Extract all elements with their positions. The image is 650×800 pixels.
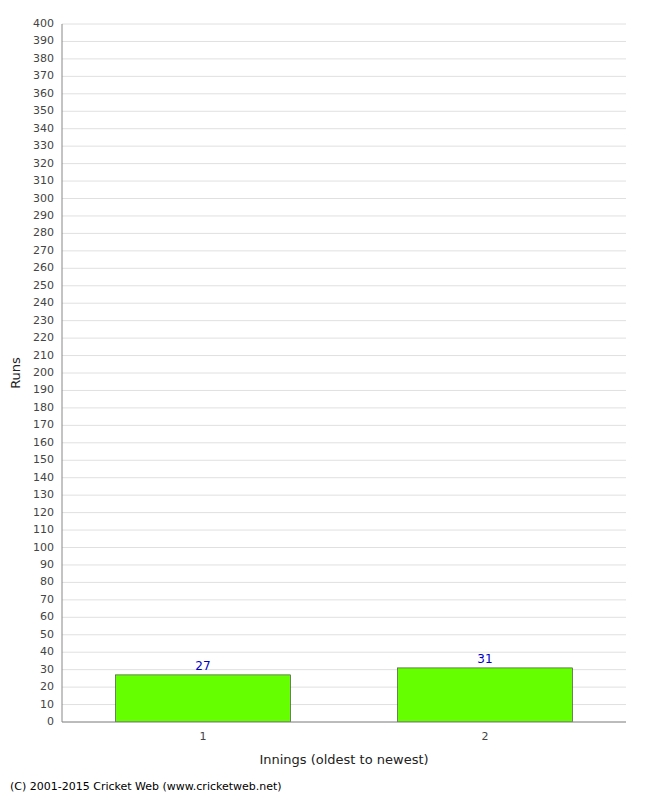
- y-tick-label: 270: [33, 244, 54, 257]
- grid-line: [62, 564, 626, 565]
- bar: [116, 675, 291, 722]
- y-tick-label: 80: [40, 575, 54, 588]
- y-tick-label: 30: [40, 663, 54, 676]
- grid-line: [62, 250, 626, 251]
- y-tick-label: 360: [33, 87, 54, 100]
- grid-line: [62, 425, 626, 426]
- y-tick-label: 140: [33, 471, 54, 484]
- y-tick-label: 350: [33, 104, 54, 117]
- y-tick-label: 330: [33, 139, 54, 152]
- grid-line: [62, 181, 626, 182]
- grid-line: [62, 582, 626, 583]
- y-tick-label: 100: [33, 541, 54, 554]
- y-axis-label: Runs: [8, 357, 23, 389]
- grid-line: [62, 58, 626, 59]
- y-tick-label: 120: [33, 506, 54, 519]
- x-axis-label: Innings (oldest to newest): [259, 752, 428, 767]
- grid-line: [62, 24, 626, 25]
- y-tick-label: 390: [33, 34, 54, 47]
- grid-line: [62, 617, 626, 618]
- y-tick-label: 250: [33, 279, 54, 292]
- grid-line: [62, 407, 626, 408]
- x-axis-line: [62, 722, 626, 723]
- grid-line: [62, 76, 626, 77]
- grid-line: [62, 198, 626, 199]
- bars: [116, 668, 573, 722]
- y-tick-label: 300: [33, 192, 54, 205]
- grid-line: [62, 390, 626, 391]
- grid-line: [62, 652, 626, 653]
- y-tick-label: 130: [33, 488, 54, 501]
- data-label: 27: [195, 659, 210, 673]
- grid-line: [62, 530, 626, 531]
- grid-line: [62, 477, 626, 478]
- grid-line: [62, 93, 626, 94]
- grid-line: [62, 41, 626, 42]
- y-tick-label: 150: [33, 453, 54, 466]
- grid-line: [62, 146, 626, 147]
- y-tick-label: 220: [33, 331, 54, 344]
- y-tick-label: 160: [33, 436, 54, 449]
- y-tick-label: 230: [33, 314, 54, 327]
- grid-line: [62, 268, 626, 269]
- grid-line: [62, 722, 626, 723]
- y-tick-label: 170: [33, 418, 54, 431]
- footer-text: (C) 2001-2015 Cricket Web (www.cricketwe…: [10, 780, 282, 793]
- grid-line: [62, 303, 626, 304]
- y-tick-label: 60: [40, 610, 54, 623]
- chart-container: 0 10 20 30 40 50 60 70 80 90 100 110 120 130 140 150 160…: [0, 0, 650, 800]
- y-tick-label: 290: [33, 209, 54, 222]
- grid-line: [62, 233, 626, 234]
- grid-line: [62, 338, 626, 339]
- y-tick-label: 180: [33, 401, 54, 414]
- grid-line: [62, 355, 626, 356]
- grid-line: [62, 495, 626, 496]
- grid: [62, 24, 626, 722]
- grid-line: [62, 512, 626, 513]
- x-ticks: 12: [200, 730, 489, 743]
- grid-line: [62, 320, 626, 321]
- grid-line: [62, 547, 626, 548]
- y-tick-label: 370: [33, 69, 54, 82]
- grid-line: [62, 634, 626, 635]
- chart-svg: 0 10 20 30 40 50 60 70 80 90 100 110 120 130 140 150 160…: [0, 0, 650, 800]
- y-tick-label: 70: [40, 593, 54, 606]
- grid-line: [62, 163, 626, 164]
- grid-line: [62, 599, 626, 600]
- y-tick-label: 210: [33, 349, 54, 362]
- y-tick-label: 200: [33, 366, 54, 379]
- grid-line: [62, 215, 626, 216]
- x-tick-label: 1: [200, 730, 207, 743]
- y-tick-label: 340: [33, 122, 54, 135]
- grid-line: [62, 285, 626, 286]
- grid-line: [62, 128, 626, 129]
- y-tick-label: 50: [40, 628, 54, 641]
- y-tick-label: 20: [40, 680, 54, 693]
- bar: [398, 668, 573, 722]
- y-tick-label: 260: [33, 261, 54, 274]
- grid-line: [62, 111, 626, 112]
- y-tick-label: 110: [33, 523, 54, 536]
- y-ticks: 0 10 20 30 40 50 60 70 80 90 100 110 120 130 140 150 160…: [33, 17, 54, 728]
- data-label: 31: [477, 652, 492, 666]
- y-tick-label: 380: [33, 52, 54, 65]
- data-labels: 27 31: [195, 652, 492, 673]
- y-tick-label: 280: [33, 226, 54, 239]
- y-tick-label: 320: [33, 157, 54, 170]
- y-tick-label: 0: [47, 715, 54, 728]
- y-tick-label: 400: [33, 17, 54, 30]
- y-tick-label: 10: [40, 698, 54, 711]
- y-tick-label: 40: [40, 645, 54, 658]
- y-tick-label: 310: [33, 174, 54, 187]
- grid-line: [62, 460, 626, 461]
- grid-line: [62, 373, 626, 374]
- y-axis-line: [62, 24, 63, 722]
- y-tick-label: 90: [40, 558, 54, 571]
- y-tick-label: 190: [33, 383, 54, 396]
- y-tick-label: 240: [33, 296, 54, 309]
- grid-line: [62, 442, 626, 443]
- x-tick-label: 2: [482, 730, 489, 743]
